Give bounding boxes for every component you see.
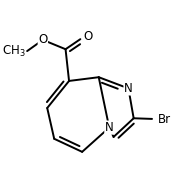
- Text: O: O: [83, 30, 93, 43]
- Text: N: N: [124, 82, 133, 95]
- Text: N: N: [105, 121, 114, 134]
- Text: O: O: [38, 33, 47, 46]
- Text: $\mathsf{CH_3}$: $\mathsf{CH_3}$: [2, 44, 26, 59]
- Text: Br: Br: [157, 113, 171, 126]
